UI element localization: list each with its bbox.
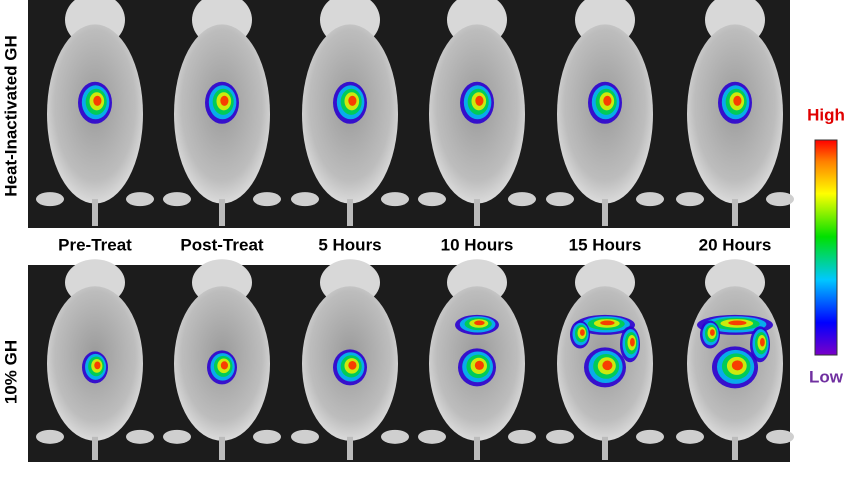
mouse bbox=[546, 259, 664, 460]
mouse-foot bbox=[381, 192, 409, 207]
mouse-foot bbox=[676, 192, 704, 207]
colorbar-high: High bbox=[807, 105, 845, 124]
mouse-foot bbox=[636, 192, 664, 207]
column-label: 15 Hours bbox=[569, 235, 642, 254]
signal bbox=[733, 95, 742, 106]
signal bbox=[474, 360, 484, 370]
mice bbox=[36, 0, 794, 460]
mouse-tail bbox=[474, 199, 480, 226]
signal bbox=[603, 95, 612, 106]
column-label: 10 Hours bbox=[441, 235, 514, 254]
mouse-tail bbox=[474, 436, 480, 460]
signal bbox=[220, 361, 228, 370]
signal bbox=[600, 320, 615, 326]
mouse bbox=[418, 259, 536, 460]
mouse bbox=[291, 259, 409, 460]
mouse bbox=[36, 259, 154, 460]
column-label: 20 Hours bbox=[699, 235, 772, 254]
mouse-tail bbox=[219, 199, 225, 226]
mouse-foot bbox=[636, 429, 664, 444]
mouse-foot bbox=[676, 429, 704, 444]
mouse-tail bbox=[92, 199, 98, 226]
colorbar-low: Low bbox=[809, 367, 844, 386]
column-label: Pre-Treat bbox=[58, 235, 132, 254]
signal bbox=[710, 329, 715, 336]
mouse-foot bbox=[508, 192, 536, 207]
signal bbox=[348, 361, 357, 370]
signal bbox=[580, 329, 585, 336]
signal bbox=[94, 361, 101, 370]
mouse-foot bbox=[253, 429, 281, 444]
signal bbox=[474, 320, 485, 326]
mouse bbox=[676, 0, 794, 226]
mouse-foot bbox=[418, 192, 446, 207]
mouse-foot bbox=[291, 429, 319, 444]
bottom-panel bbox=[28, 265, 790, 462]
row-label: 10% GH bbox=[1, 340, 20, 404]
mouse-foot bbox=[508, 429, 536, 444]
mouse-foot bbox=[36, 429, 64, 444]
signal bbox=[348, 95, 357, 106]
mouse bbox=[163, 0, 281, 226]
mouse bbox=[291, 0, 409, 226]
mouse-tail bbox=[732, 436, 738, 460]
mouse-tail bbox=[92, 436, 98, 460]
mouse-foot bbox=[381, 429, 409, 444]
signal bbox=[728, 320, 747, 326]
mouse-tail bbox=[347, 199, 353, 226]
mouse-foot bbox=[766, 192, 794, 207]
mouse-tail bbox=[602, 199, 608, 226]
colorbar bbox=[814, 139, 838, 356]
mouse bbox=[418, 0, 536, 226]
mouse bbox=[163, 259, 281, 460]
column-label: Post-Treat bbox=[180, 235, 263, 254]
mouse-tail bbox=[732, 199, 738, 226]
mouse-foot bbox=[546, 429, 574, 444]
signal bbox=[475, 95, 484, 106]
mouse-foot bbox=[163, 429, 191, 444]
mouse-tail bbox=[347, 436, 353, 460]
signal bbox=[760, 337, 765, 347]
mouse bbox=[676, 259, 794, 460]
column-label: 5 Hours bbox=[318, 235, 381, 254]
mouse bbox=[36, 0, 154, 226]
column-labels: Pre-Treat Post-Treat 5 Hours 10 Hours 15 Hou… bbox=[58, 235, 771, 254]
mouse-foot bbox=[253, 192, 281, 207]
mouse-foot bbox=[126, 192, 154, 207]
mouse-tail bbox=[219, 436, 225, 460]
signal bbox=[93, 95, 102, 106]
mouse-foot bbox=[36, 192, 64, 207]
mouse-foot bbox=[418, 429, 446, 444]
row-label: Heat-Inactivated GH bbox=[1, 35, 20, 197]
signal bbox=[731, 360, 743, 371]
mouse-foot bbox=[126, 429, 154, 444]
signal bbox=[602, 360, 613, 371]
signal bbox=[630, 337, 635, 347]
mouse-foot bbox=[163, 192, 191, 207]
mouse-foot bbox=[546, 192, 574, 207]
mouse bbox=[546, 0, 664, 226]
top-panel bbox=[28, 0, 790, 228]
signal bbox=[220, 95, 229, 106]
mouse-tail bbox=[602, 436, 608, 460]
mouse-foot bbox=[291, 192, 319, 207]
mouse-foot bbox=[766, 429, 794, 444]
